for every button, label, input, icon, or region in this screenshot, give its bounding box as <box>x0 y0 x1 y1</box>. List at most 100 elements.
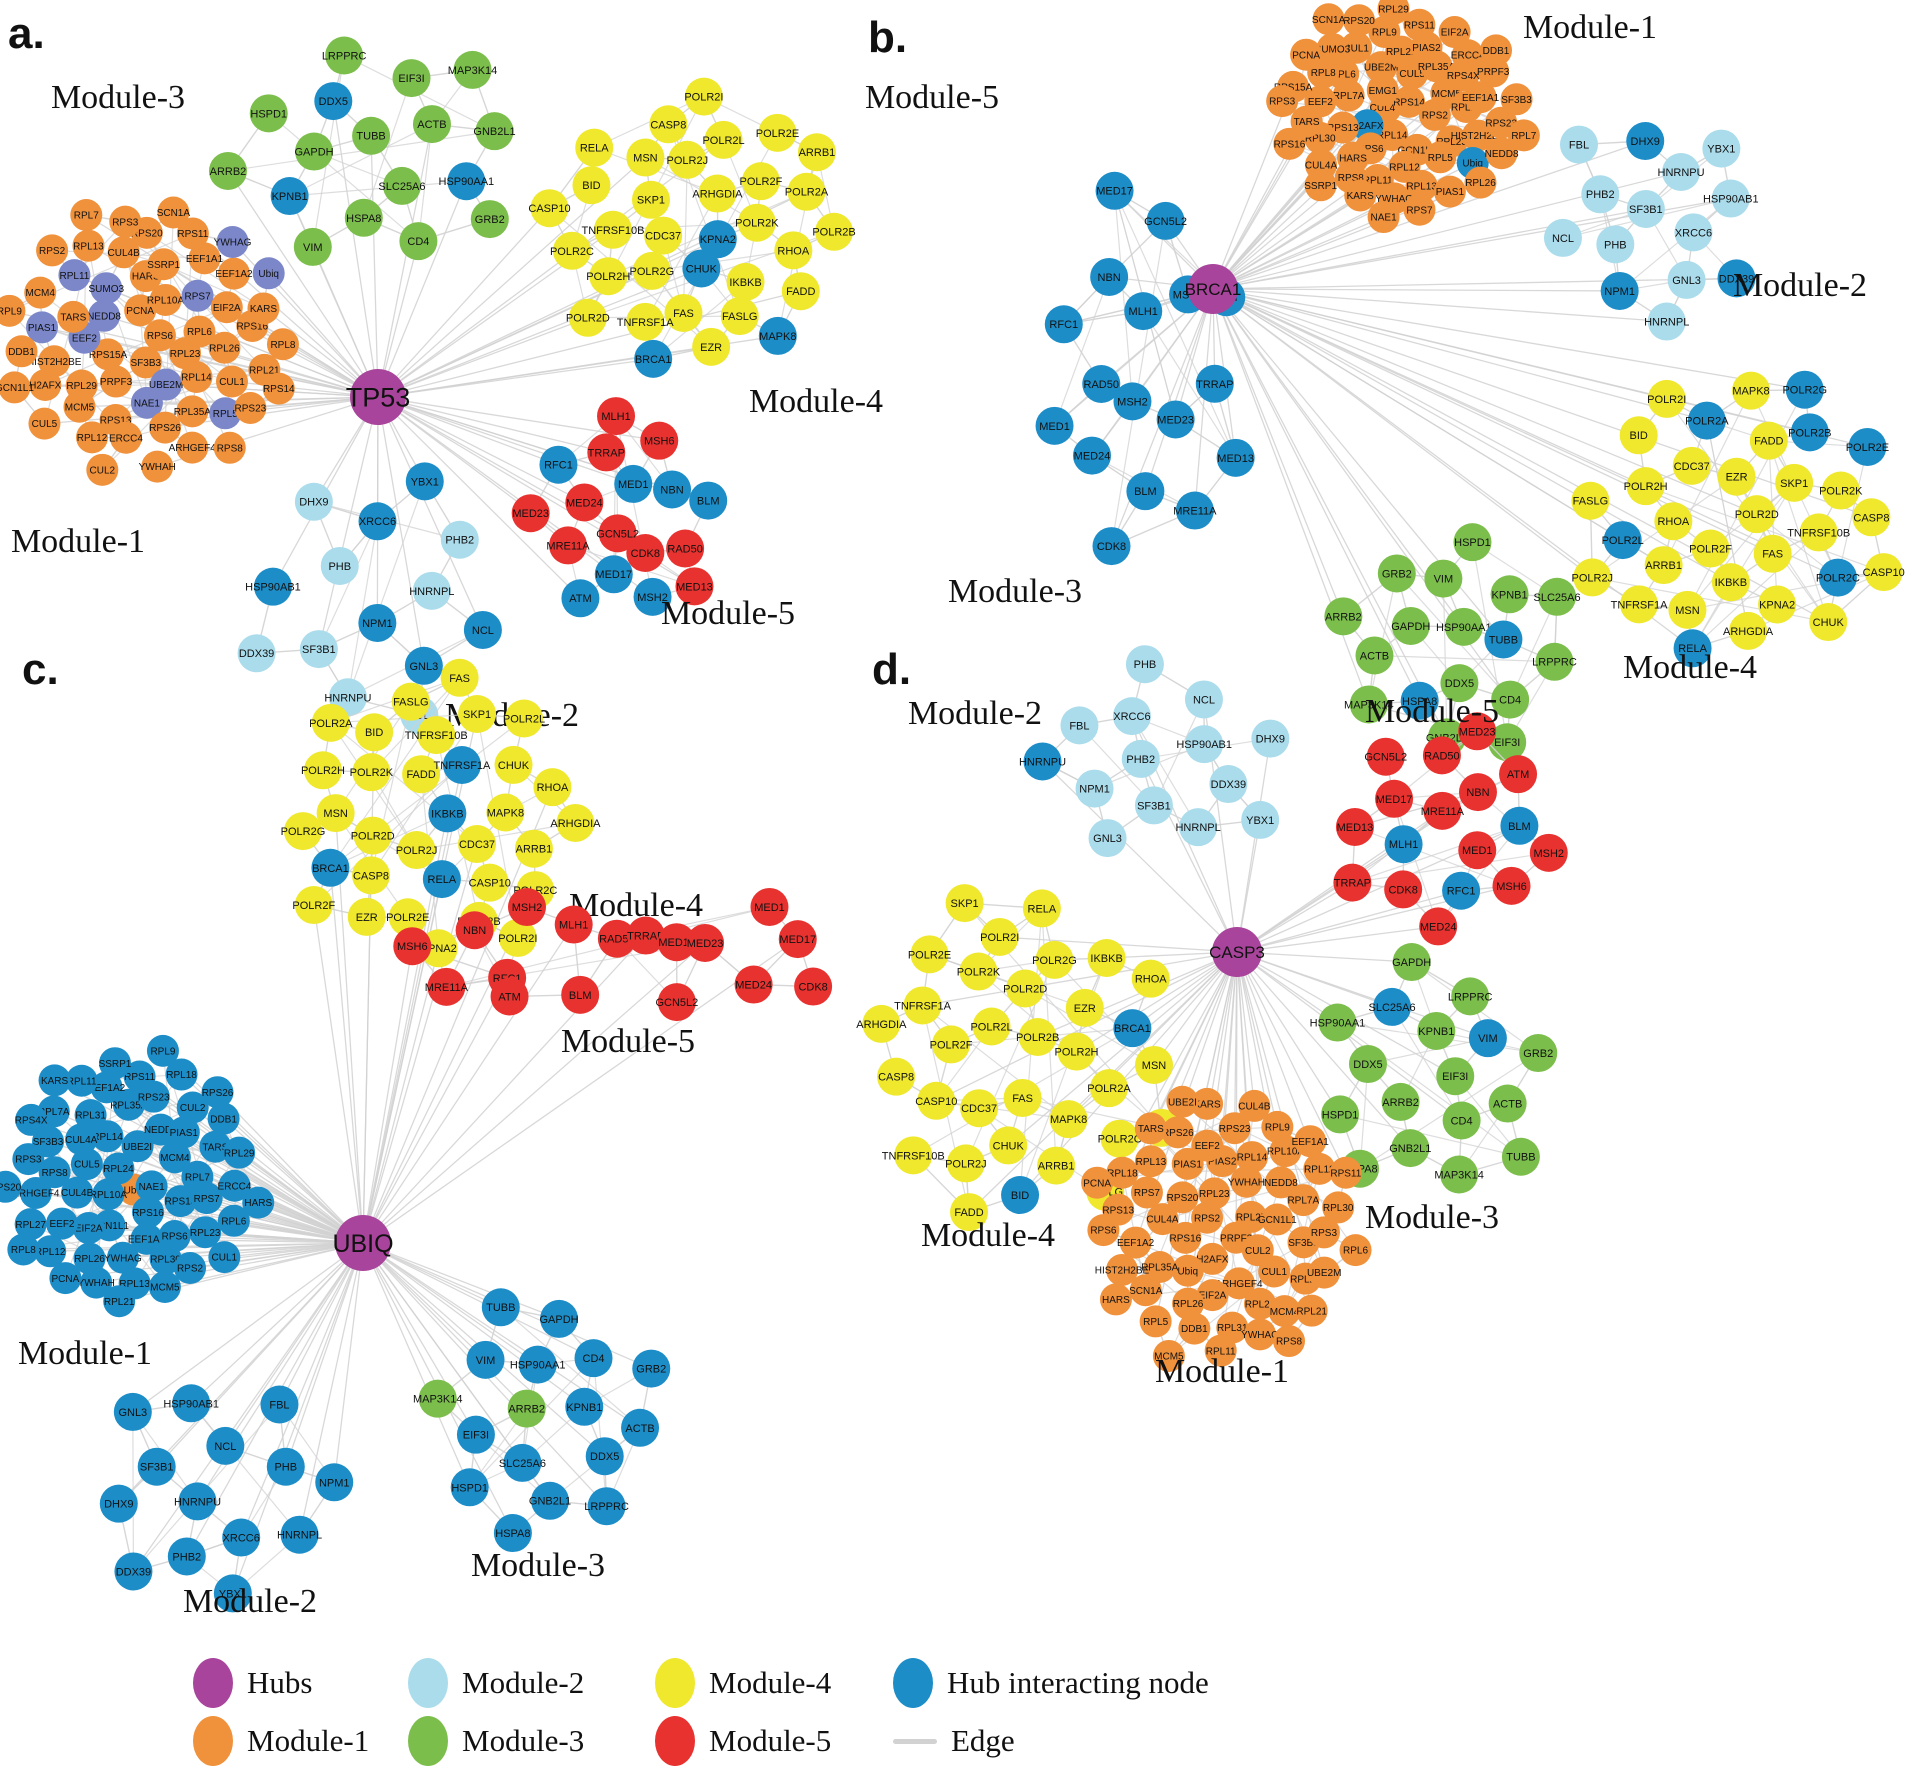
node-FBL[interactable]: FBL <box>1060 706 1099 745</box>
node-FAS[interactable]: FAS <box>440 658 479 697</box>
hub-UBIQ[interactable]: UBIQ <box>332 1215 394 1271</box>
node-ARRB2[interactable]: ARRB2 <box>208 151 247 190</box>
node-POLR2A[interactable]: POLR2A <box>785 172 829 211</box>
node-RPL7[interactable]: RPL7 <box>1507 119 1540 152</box>
node-MED13[interactable]: MED13 <box>1335 807 1374 846</box>
node-RPL7A[interactable]: RPL7A <box>1287 1184 1319 1217</box>
node-CD4[interactable]: CD4 <box>1442 1101 1481 1140</box>
node-YWHAH[interactable]: YWHAH <box>139 450 176 483</box>
node-RPL9[interactable]: RPL9 <box>0 294 26 327</box>
node-RPS23[interactable]: RPS23 <box>234 391 267 424</box>
node-TUBB[interactable]: TUBB <box>481 1288 520 1327</box>
node-RPL21[interactable]: RPL21 <box>1295 1294 1328 1327</box>
node-DDB1[interactable]: DDB1 <box>207 1102 240 1135</box>
node-RPS2[interactable]: RPS2 <box>174 1252 207 1285</box>
node-POLR2F[interactable]: POLR2F <box>292 886 335 925</box>
node-RPL26[interactable]: RPL26 <box>1464 166 1497 199</box>
node-EIF2A[interactable]: EIF2A <box>72 1212 105 1245</box>
node-ARHGEF4[interactable]: ARHGEF4 <box>169 431 217 464</box>
node-RPS16[interactable]: RPS16 <box>1169 1221 1202 1254</box>
node-CUL1[interactable]: CUL1 <box>1258 1255 1291 1288</box>
node-YWHAG[interactable]: YWHAG <box>1241 1318 1279 1351</box>
node-MED1[interactable]: MED1 <box>614 464 653 503</box>
node-RPL27[interactable]: RPL27 <box>14 1208 47 1241</box>
node-MRE11A[interactable]: MRE11A <box>1421 791 1465 830</box>
node-NEDD8[interactable]: NEDD8 <box>1485 137 1519 170</box>
node-NCL[interactable]: NCL <box>463 610 502 649</box>
node-RPS20[interactable]: RPS20 <box>1166 1181 1199 1214</box>
node-XRCC6[interactable]: XRCC6 <box>358 502 397 541</box>
node-RPL10A[interactable]: RPL10A <box>90 1178 128 1211</box>
node-EEF1A2[interactable]: EEF1A2 <box>1117 1226 1155 1259</box>
node-RPL35A[interactable]: RPL35A <box>110 1088 148 1121</box>
node-MED24[interactable]: MED24 <box>565 483 604 522</box>
node-YWHAH[interactable]: YWHAH <box>78 1266 115 1299</box>
node-CD4[interactable]: CD4 <box>399 222 438 261</box>
node-MED1[interactable]: MED1 <box>1035 406 1074 445</box>
node-HNRNPL[interactable]: HNRNPL <box>409 571 454 610</box>
node-POLR2E[interactable]: POLR2E <box>756 113 799 152</box>
node-MLH1[interactable]: MLH1 <box>554 905 593 944</box>
node-POLR2J[interactable]: POLR2J <box>945 1144 987 1183</box>
node-PIAS1[interactable]: PIAS1 <box>25 311 58 344</box>
node-TNFRSF1A[interactable]: TNFRSF1A <box>617 302 675 341</box>
node-RPL23[interactable]: RPL23 <box>189 1216 222 1249</box>
node-RPL6[interactable]: RPL6 <box>1339 1234 1372 1267</box>
node-RPS16[interactable]: RPS16 <box>132 1196 164 1229</box>
node-RPS26[interactable]: RPS26 <box>149 411 181 444</box>
node-GAPDH[interactable]: GAPDH <box>539 1299 579 1338</box>
node-KARS[interactable]: KARS <box>1191 1087 1224 1120</box>
node-RPL14[interactable]: RPL14 <box>180 361 213 394</box>
node-BRCA1[interactable]: BRCA1 <box>311 848 350 887</box>
node-CUL4B[interactable]: CUL4B <box>108 236 141 269</box>
node-PHB2[interactable]: PHB2 <box>167 1537 206 1576</box>
hub-CASP3[interactable]: CASP3 <box>1209 927 1265 977</box>
node-GCN5L2[interactable]: GCN5L2 <box>1144 201 1187 240</box>
node-CASP10[interactable]: CASP10 <box>1863 553 1905 592</box>
node-SKP1[interactable]: SKP1 <box>458 695 497 734</box>
node-PCNA[interactable]: PCNA <box>1290 38 1323 71</box>
node-DDB1[interactable]: DDB1 <box>1178 1312 1211 1345</box>
node-RPL31[interactable]: RPL31 <box>74 1099 107 1132</box>
node-LRPPRC[interactable]: LRPPRC <box>1448 977 1493 1016</box>
node-ACTB[interactable]: ACTB <box>412 105 451 144</box>
node-NPM1[interactable]: NPM1 <box>315 1463 354 1502</box>
node-HNRNPL[interactable]: HNRNPL <box>1175 808 1221 847</box>
node-TNFRSF1A[interactable]: TNFRSF1A <box>1611 585 1669 624</box>
node-MSH6[interactable]: MSH6 <box>640 421 679 460</box>
node-RELA[interactable]: RELA <box>1022 889 1061 928</box>
node-KPNA2[interactable]: KPNA2 <box>698 220 737 259</box>
node-DHX9[interactable]: DHX9 <box>1251 719 1290 758</box>
node-RPL10A[interactable]: RPL10A <box>147 283 185 316</box>
node-HSP90AB1[interactable]: HSP90AB1 <box>163 1384 219 1423</box>
node-POLR2K[interactable]: POLR2K <box>957 952 1001 991</box>
node-POLR2H[interactable]: POLR2H <box>1624 467 1668 506</box>
node-IKBKB[interactable]: IKBKB <box>1711 563 1750 602</box>
node-HSPD1[interactable]: HSPD1 <box>1453 523 1492 562</box>
node-TNFRSF10B[interactable]: TNFRSF10B <box>882 1136 945 1175</box>
node-MED1[interactable]: MED1 <box>1458 831 1497 870</box>
node-KARS[interactable]: KARS <box>1344 179 1377 212</box>
node-POLR2D[interactable]: POLR2D <box>1003 969 1047 1008</box>
node-TRRAP[interactable]: TRRAP <box>626 916 665 955</box>
node-MED24[interactable]: MED24 <box>1073 436 1112 475</box>
node-DDX39[interactable]: DDX39 <box>1717 259 1756 298</box>
node-HSP90AA1[interactable]: HSP90AA1 <box>1310 1003 1366 1042</box>
node-MSN[interactable]: MSN <box>1668 590 1707 629</box>
node-MAPK8[interactable]: MAPK8 <box>1049 1100 1088 1139</box>
node-RPL21[interactable]: RPL21 <box>103 1285 136 1318</box>
node-RPL10A[interactable]: RPL10A <box>1267 1135 1305 1168</box>
node-TNFRSF1A[interactable]: TNFRSF1A <box>434 745 492 784</box>
node-DDX39[interactable]: DDX39 <box>114 1552 153 1591</box>
node-MSH6[interactable]: MSH6 <box>393 927 432 966</box>
hub-TP53[interactable]: TP53 <box>346 369 411 425</box>
node-EMG1[interactable]: EMG1 <box>1366 74 1399 107</box>
node-MSH2[interactable]: MSH2 <box>507 888 546 927</box>
node-MCM5[interactable]: MCM5 <box>1152 1339 1185 1372</box>
node-NCL[interactable]: NCL <box>1184 680 1223 719</box>
node-PHB[interactable]: PHB <box>1125 645 1164 684</box>
node-ACTB[interactable]: ACTB <box>1488 1084 1527 1123</box>
node-HARS[interactable]: HARS <box>1099 1283 1132 1316</box>
node-MED23[interactable]: MED23 <box>1156 400 1195 439</box>
node-RPL24[interactable]: RPL24 <box>1244 1287 1277 1320</box>
